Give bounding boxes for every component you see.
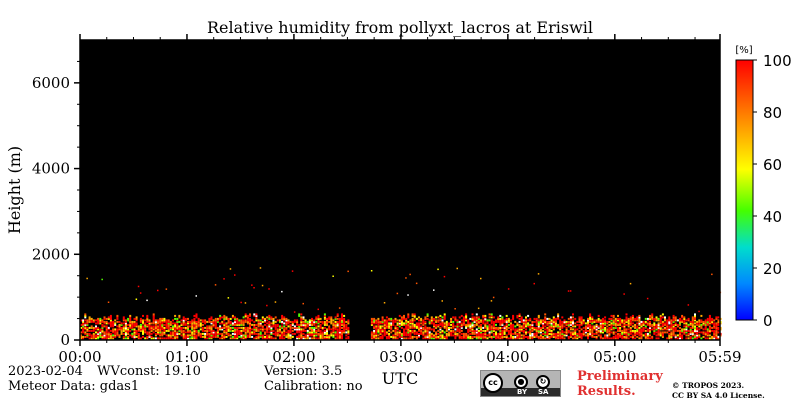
- copyright-line-2: CC BY SA 4.0 License.: [672, 391, 765, 400]
- chart-title: Relative humidity from pollyxt_lacros at…: [207, 18, 593, 37]
- colorbar-tick-label: 0: [763, 312, 773, 330]
- x-tick-label: 04:00: [486, 348, 529, 366]
- date-text: 2023-02-04: [8, 364, 83, 379]
- meteor-data-text: Meteor Data: gdas1: [8, 379, 140, 394]
- humidity-pixels: [80, 267, 722, 340]
- colorbar-tick-label: 100: [763, 52, 792, 70]
- x-tick-label: 05:59: [698, 348, 741, 366]
- cc-icon: cc: [483, 373, 503, 393]
- cc-license-badge: cc ● ↻ BY SA: [480, 370, 561, 397]
- y-axis: 0 2000 4000 6000: [32, 40, 721, 349]
- x-tick-label: 00:00: [58, 348, 101, 366]
- version-text: Version: 3.5: [264, 364, 343, 379]
- attribution-icon: ●: [514, 375, 528, 389]
- copyright-notice: © TROPOS 2023. CC BY SA 4.0 License.: [672, 381, 765, 401]
- x-axis: 00:00 01:00 02:00 03:00 04:00 05:00 05:59: [58, 34, 742, 366]
- colorbar-tick-label: 40: [763, 208, 782, 226]
- x-axis-label: UTC: [382, 369, 418, 388]
- x-tick-label: 02:00: [272, 348, 315, 366]
- share-alike-icon: ↻: [536, 375, 550, 389]
- wvconst-text: WVconst: 19.10: [97, 364, 201, 379]
- x-tick-label: 05:00: [593, 348, 636, 366]
- preliminary-notice: Preliminary Results.: [577, 369, 663, 399]
- colorbar-unit: [%]: [735, 45, 752, 56]
- preliminary-line-2: Results.: [577, 384, 636, 399]
- y-tick-label: 4000: [32, 160, 70, 178]
- colorbar-tick-label: 20: [763, 260, 782, 278]
- preliminary-line-1: Preliminary: [577, 369, 663, 384]
- sa-label: SA: [538, 388, 549, 396]
- y-tick-label: 6000: [32, 74, 70, 92]
- plot-area: [80, 40, 720, 340]
- colorbar-ticks: 0 20 40 60 80 100: [753, 52, 792, 330]
- colorbar-tick-label: 60: [763, 156, 782, 174]
- by-label: BY: [517, 388, 528, 396]
- y-tick-label: 2000: [32, 245, 70, 263]
- colorbar-tick-label: 80: [763, 104, 782, 122]
- calibration-text: Calibration: no: [264, 379, 363, 394]
- y-tick-label: 0: [60, 331, 70, 349]
- x-tick-label: 03:00: [379, 348, 422, 366]
- y-axis-label: Height (m): [5, 146, 24, 234]
- copyright-line-1: © TROPOS 2023.: [672, 381, 745, 390]
- x-tick-label: 01:00: [165, 348, 208, 366]
- colorbar: [735, 59, 754, 321]
